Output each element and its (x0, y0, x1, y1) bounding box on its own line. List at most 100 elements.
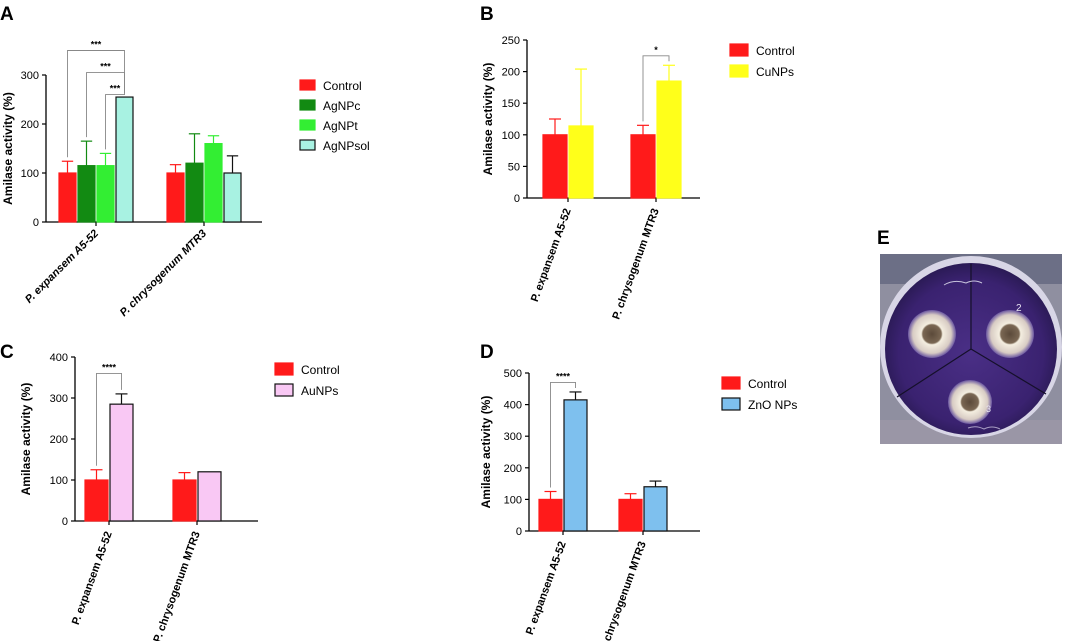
bar-zno-nps (643, 486, 668, 532)
y-tick-label: 0 (516, 526, 522, 538)
legend-swatch (299, 99, 316, 111)
significance-bracket (550, 382, 576, 488)
y-tick-label: 300 (504, 431, 522, 443)
panel-c: C 0 100 200 300 400 Amilase activity (%) P. ex… (0, 342, 340, 641)
legend-label: AgNPc (323, 99, 360, 113)
bar-agnpt (96, 165, 115, 223)
bar-control (618, 498, 643, 532)
panel-e: E 2 3 (877, 228, 1062, 444)
bar-cunps (656, 80, 682, 199)
x-category-label: P. expansem A5-52 (529, 207, 574, 304)
significance-bracket (67, 50, 125, 158)
legend-swatch (299, 119, 316, 131)
y-tick-label: 400 (504, 400, 522, 412)
y-tick-label: 250 (502, 35, 520, 47)
x-category-label: P. chrysogenum MTR3 (610, 207, 661, 321)
panel-b: B 0 50 100 150 200 250 Amilase activity (%) P. … (480, 4, 795, 321)
y-axis-label: Amilase activity (%) (481, 63, 495, 176)
chart-c: 0 100 200 300 400 Amilase activity (%) P. expa… (19, 352, 340, 641)
bar-aunps (109, 403, 134, 522)
legend-swatch (729, 64, 749, 78)
bar-control (538, 498, 563, 532)
y-tick-label: 200 (21, 119, 39, 131)
bar-control (58, 172, 77, 223)
chart-d: 0 100 200 300 400 500 Amilase activity (%) P. e… (479, 368, 797, 641)
bar-control (630, 134, 656, 199)
panel-d: D 0 100 200 300 400 500 Amilase activity (%) P.… (479, 342, 797, 641)
y-tick-label: 200 (504, 463, 522, 475)
y-axis-label: Amilase activity (%) (479, 396, 493, 509)
legend-swatch (721, 397, 741, 411)
bar-zno-nps (563, 399, 588, 532)
y-axis-label: Amilase activity (%) (19, 383, 33, 496)
legend-label: Control (323, 79, 362, 93)
y-tick-label: 100 (21, 168, 39, 180)
chart-b: 0 50 100 150 200 250 Amilase activity (%) P. ex… (481, 35, 795, 321)
y-tick-label: 150 (502, 98, 520, 110)
panel-c-letter: C (0, 342, 14, 363)
significance-bracket (105, 93, 125, 150)
significance-label: *** (110, 84, 121, 94)
legend-swatch (721, 376, 741, 390)
y-tick-label: 0 (33, 217, 39, 229)
legend-label: CuNPs (756, 65, 794, 79)
bar-agnpsol (223, 172, 242, 223)
significance-label: **** (556, 371, 571, 381)
y-tick-label: 300 (21, 70, 39, 82)
colony-halo-2 (986, 310, 1034, 358)
panel-b-letter: B (480, 4, 494, 25)
y-tick-label: 100 (504, 494, 522, 506)
y-tick-label: 300 (50, 393, 68, 405)
plate-mark-1: 2 (1016, 303, 1022, 314)
legend-swatch (729, 43, 749, 57)
bar-control (542, 134, 568, 199)
y-tick-label: 50 (508, 161, 520, 173)
x-category-label: P. chrysogenum MTR3 (118, 228, 209, 319)
legend-swatch (299, 139, 316, 151)
y-tick-label: 0 (514, 193, 520, 205)
legend-label: ZnO NPs (748, 398, 797, 412)
legend-label: Control (301, 363, 340, 377)
legend-label: Control (756, 44, 795, 58)
x-category-label: P. expansem A5-52 (70, 530, 115, 627)
y-axis-label: Amilase activity (%) (1, 92, 15, 205)
significance-bracket (642, 55, 670, 122)
significance-bracket (96, 372, 122, 466)
significance-bracket (86, 72, 125, 138)
legend-swatch (299, 79, 316, 91)
panel-e-letter: E (877, 228, 890, 249)
y-tick-label: 400 (50, 352, 68, 364)
legend-label: Control (748, 377, 787, 391)
bar-agnpc (77, 165, 96, 223)
bar-cunps (568, 125, 594, 199)
significance-label: **** (102, 362, 117, 372)
bar-agnpsol (115, 96, 134, 223)
y-tick-label: 200 (502, 67, 520, 79)
colony-halo-1 (908, 310, 956, 358)
bar-control (172, 479, 197, 522)
y-tick-label: 0 (62, 516, 68, 528)
colony-halo-3 (948, 380, 992, 424)
bar-aunps (197, 471, 222, 522)
legend-swatch (274, 383, 294, 397)
significance-label: *** (100, 62, 111, 72)
plate-mark-2: 3 (986, 404, 991, 414)
bar-control (84, 479, 109, 522)
panel-a: A 0 100 200 300 Amilase activity (%) P. expan… (0, 4, 370, 319)
legend-label: AgNPsol (323, 139, 370, 153)
y-tick-label: 500 (504, 368, 522, 380)
bar-agnpc (185, 162, 204, 223)
significance-label: * (654, 45, 658, 55)
petri-plate-photo: 2 3 (880, 254, 1062, 444)
x-category-label: P. chrysogenum MTR3 (597, 540, 648, 641)
bar-agnpt (204, 143, 223, 223)
chart-a: 0 100 200 300 Amilase activity (%) P. expanse… (1, 40, 370, 319)
x-category-label: P. expansem A5-52 (23, 228, 101, 306)
y-tick-label: 200 (50, 434, 68, 446)
y-tick-label: 100 (50, 475, 68, 487)
significance-label: *** (91, 40, 102, 50)
panel-d-letter: D (480, 342, 494, 363)
legend-label: AgNPt (323, 119, 358, 133)
legend-swatch (274, 362, 294, 376)
